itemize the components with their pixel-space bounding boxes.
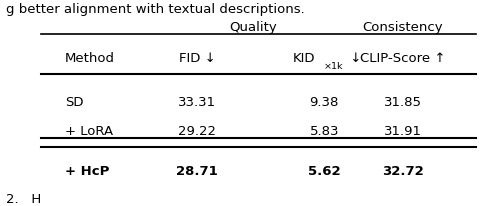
Text: SD: SD: [65, 96, 84, 109]
Text: 2.   H: 2. H: [6, 193, 41, 206]
Text: 31.85: 31.85: [384, 96, 422, 109]
Text: 33.31: 33.31: [178, 96, 216, 109]
Text: 5.83: 5.83: [309, 125, 339, 138]
Text: CLIP-Score ↑: CLIP-Score ↑: [360, 53, 445, 66]
Text: Quality: Quality: [229, 21, 277, 34]
Text: Consistency: Consistency: [362, 21, 443, 34]
Text: g better alignment with textual descriptions.: g better alignment with textual descript…: [6, 3, 305, 16]
Text: 28.71: 28.71: [176, 165, 218, 178]
Text: 29.22: 29.22: [178, 125, 216, 138]
Text: ×1k: ×1k: [323, 62, 343, 70]
Text: + HcP: + HcP: [65, 165, 109, 178]
Text: 9.38: 9.38: [309, 96, 339, 109]
Text: Method: Method: [65, 53, 115, 66]
Text: FID ↓: FID ↓: [179, 53, 215, 66]
Text: 5.62: 5.62: [308, 165, 340, 178]
Text: 32.72: 32.72: [382, 165, 424, 178]
Text: + LoRA: + LoRA: [65, 125, 113, 138]
Text: KID: KID: [292, 53, 315, 66]
Text: 31.91: 31.91: [384, 125, 422, 138]
Text: ↓: ↓: [346, 53, 362, 66]
